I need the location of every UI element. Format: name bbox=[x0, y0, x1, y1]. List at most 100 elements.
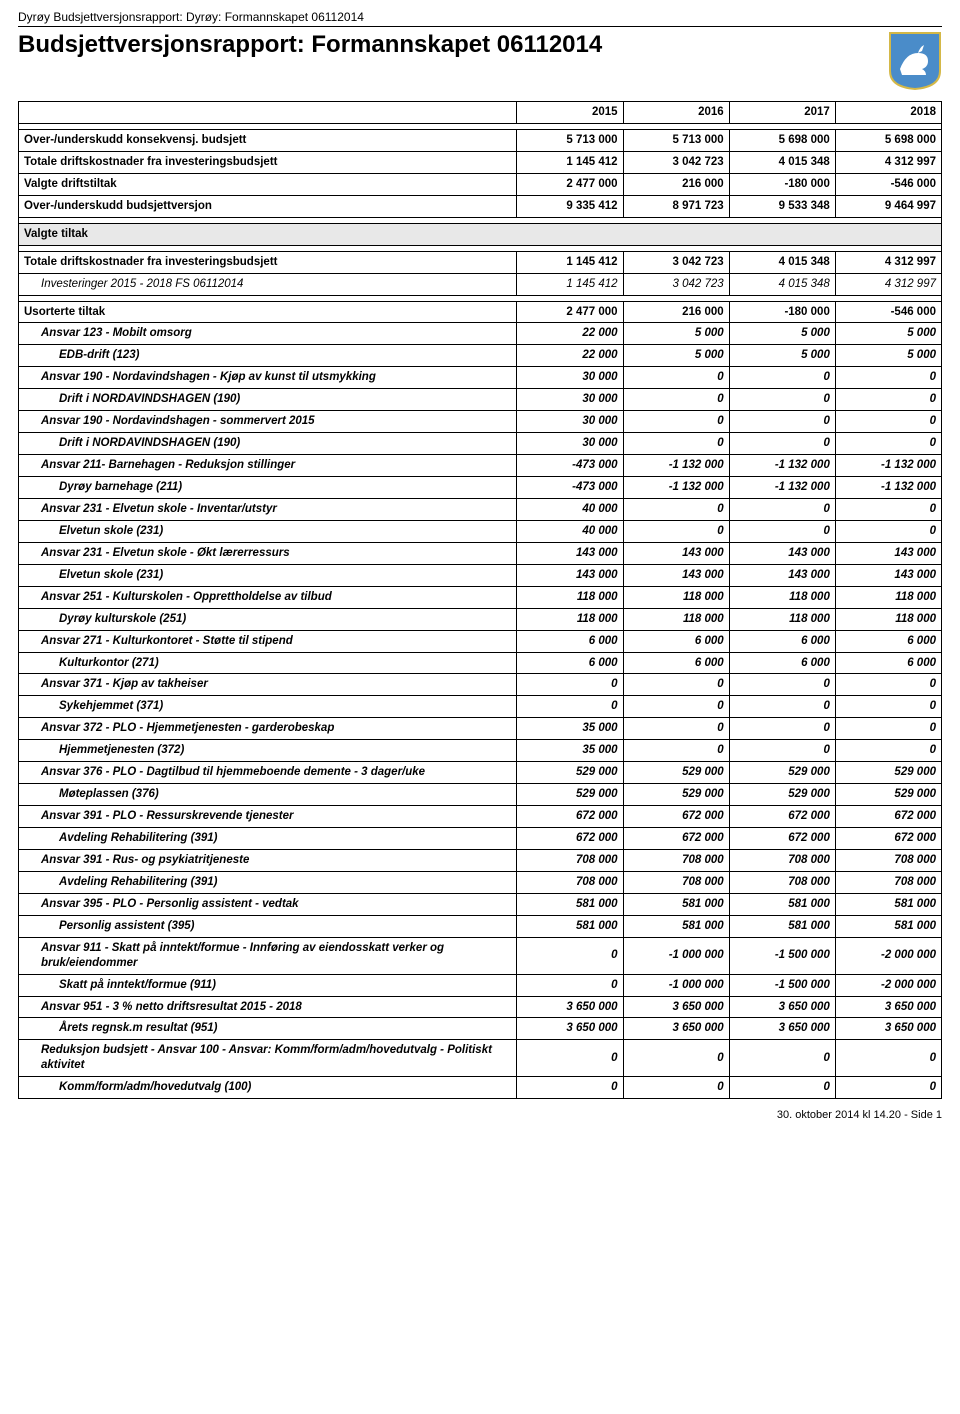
row-value: 3 650 000 bbox=[835, 1018, 941, 1040]
row-value: 0 bbox=[835, 433, 941, 455]
row-value: 2 477 000 bbox=[517, 173, 623, 195]
row-value: 581 000 bbox=[729, 893, 835, 915]
row-value: 1 145 412 bbox=[517, 251, 623, 273]
table-row: Dyrøy kulturskole (251)118 000118 000118… bbox=[19, 608, 942, 630]
row-value: 581 000 bbox=[835, 893, 941, 915]
row-value: 4 015 348 bbox=[729, 273, 835, 295]
row-value: 5 000 bbox=[835, 345, 941, 367]
row-value: -1 132 000 bbox=[623, 455, 729, 477]
row-label: Ansvar 391 - Rus- og psykiatritjeneste bbox=[19, 849, 517, 871]
row-label: Investeringer 2015 - 2018 FS 06112014 bbox=[19, 273, 517, 295]
row-value: 143 000 bbox=[623, 564, 729, 586]
page-footer: 30. oktober 2014 kl 14.20 - Side 1 bbox=[18, 1109, 942, 1121]
table-row: Ansvar 251 - Kulturskolen - Opprettholde… bbox=[19, 586, 942, 608]
row-label: EDB-drift (123) bbox=[19, 345, 517, 367]
row-value: 0 bbox=[517, 974, 623, 996]
section-title: Valgte tiltak bbox=[19, 223, 942, 245]
table-row: Elvetun skole (231)143 000143 000143 000… bbox=[19, 564, 942, 586]
row-label: Dyrøy kulturskole (251) bbox=[19, 608, 517, 630]
row-value: -1 132 000 bbox=[835, 455, 941, 477]
header-bar: Dyrøy Budsjettversjonsrapport: Dyrøy: Fo… bbox=[18, 8, 942, 27]
row-value: 3 650 000 bbox=[729, 996, 835, 1018]
table-row: Ansvar 211- Barnehagen - Reduksjon still… bbox=[19, 455, 942, 477]
row-value: 5 000 bbox=[729, 323, 835, 345]
row-value: -1 132 000 bbox=[729, 455, 835, 477]
row-value: -1 000 000 bbox=[623, 974, 729, 996]
row-value: 22 000 bbox=[517, 323, 623, 345]
row-label: Ansvar 190 - Nordavindshagen - Kjøp av k… bbox=[19, 367, 517, 389]
table-row: Elvetun skole (231)40 000000 bbox=[19, 520, 942, 542]
table-row: Ansvar 372 - PLO - Hjemmetjenesten - gar… bbox=[19, 718, 942, 740]
row-value: 0 bbox=[623, 740, 729, 762]
table-row: Hjemmetjenesten (372)35 000000 bbox=[19, 740, 942, 762]
row-value: 216 000 bbox=[623, 301, 729, 323]
year-col-2: 2016 bbox=[623, 102, 729, 124]
row-value: 0 bbox=[729, 411, 835, 433]
row-value: 672 000 bbox=[517, 828, 623, 850]
row-value: 5 000 bbox=[835, 323, 941, 345]
table-row: Totale driftskostnader fra investeringsb… bbox=[19, 151, 942, 173]
row-value: -1 132 000 bbox=[729, 477, 835, 499]
row-value: 672 000 bbox=[623, 828, 729, 850]
row-label: Ansvar 271 - Kulturkontoret - Støtte til… bbox=[19, 630, 517, 652]
row-label: Avdeling Rehabilitering (391) bbox=[19, 871, 517, 893]
row-value: 143 000 bbox=[835, 564, 941, 586]
row-value: 0 bbox=[729, 674, 835, 696]
row-value: 529 000 bbox=[623, 762, 729, 784]
row-value: 708 000 bbox=[835, 871, 941, 893]
row-value: 1 145 412 bbox=[517, 151, 623, 173]
row-label: Ansvar 371 - Kjøp av takheiser bbox=[19, 674, 517, 696]
row-label: Ansvar 376 - PLO - Dagtilbud til hjemmeb… bbox=[19, 762, 517, 784]
row-value: 4 312 997 bbox=[835, 273, 941, 295]
row-value: 0 bbox=[623, 367, 729, 389]
table-row: Ansvar 123 - Mobilt omsorg22 000 5 0005 0… bbox=[19, 323, 942, 345]
row-value: 0 bbox=[623, 696, 729, 718]
row-value: 3 042 723 bbox=[623, 151, 729, 173]
row-value: 9 335 412 bbox=[517, 195, 623, 217]
row-value: 708 000 bbox=[835, 849, 941, 871]
row-value: 0 bbox=[729, 498, 835, 520]
row-value: 35 000 bbox=[517, 740, 623, 762]
empty-header bbox=[19, 102, 517, 124]
table-row: Drift i NORDAVINDSHAGEN (190)30 000000 bbox=[19, 389, 942, 411]
row-value: 0 bbox=[835, 740, 941, 762]
row-value: 3 650 000 bbox=[517, 1018, 623, 1040]
row-value: -2 000 000 bbox=[835, 937, 941, 974]
row-value: 0 bbox=[623, 520, 729, 542]
row-value: 581 000 bbox=[517, 893, 623, 915]
row-value: 0 bbox=[729, 367, 835, 389]
row-value: 529 000 bbox=[729, 762, 835, 784]
table-row: Sykehjemmet (371)0000 bbox=[19, 696, 942, 718]
municipality-logo bbox=[888, 31, 942, 91]
row-label: Ansvar 123 - Mobilt omsorg bbox=[19, 323, 517, 345]
table-row: Ansvar 376 - PLO - Dagtilbud til hjemmeb… bbox=[19, 762, 942, 784]
row-value: 0 bbox=[835, 1040, 941, 1077]
table-row: Ansvar 371 - Kjøp av takheiser0000 bbox=[19, 674, 942, 696]
row-value: 6 000 bbox=[835, 630, 941, 652]
row-value: 2 477 000 bbox=[517, 301, 623, 323]
row-value: 0 bbox=[729, 433, 835, 455]
row-value: -546 000 bbox=[835, 301, 941, 323]
row-label: Drift i NORDAVINDSHAGEN (190) bbox=[19, 389, 517, 411]
row-value: 118 000 bbox=[729, 608, 835, 630]
row-value: 0 bbox=[835, 674, 941, 696]
row-value: 118 000 bbox=[729, 586, 835, 608]
table-row: Kulturkontor (271)6 0006 0006 0006 000 bbox=[19, 652, 942, 674]
row-value: 0 bbox=[729, 520, 835, 542]
main-header: Budsjettversjonsrapport: Formannskapet 0… bbox=[18, 31, 942, 91]
row-value: 0 bbox=[729, 696, 835, 718]
row-value: 529 000 bbox=[517, 762, 623, 784]
row-value: -180 000 bbox=[729, 173, 835, 195]
row-value: 3 650 000 bbox=[517, 996, 623, 1018]
row-value: 6 000 bbox=[729, 652, 835, 674]
row-value: 118 000 bbox=[623, 586, 729, 608]
row-value: 118 000 bbox=[517, 608, 623, 630]
row-value: 672 000 bbox=[835, 806, 941, 828]
year-col-4: 2018 bbox=[835, 102, 941, 124]
row-value: 0 bbox=[623, 1040, 729, 1077]
row-label: Komm/form/adm/hovedutvalg (100) bbox=[19, 1077, 517, 1099]
row-value: 30 000 bbox=[517, 433, 623, 455]
row-value: 8 971 723 bbox=[623, 195, 729, 217]
row-value: 0 bbox=[835, 1077, 941, 1099]
row-label: Over-/underskudd konsekvensj. budsjett bbox=[19, 129, 517, 151]
